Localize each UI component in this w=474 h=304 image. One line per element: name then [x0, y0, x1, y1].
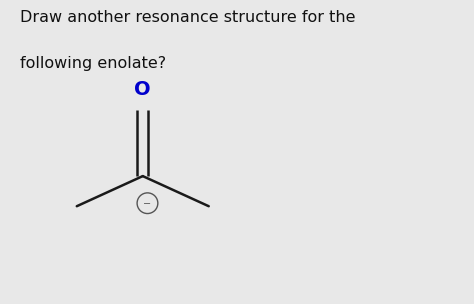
Text: following enolate?: following enolate?: [20, 56, 166, 71]
Text: Draw another resonance structure for the: Draw another resonance structure for the: [20, 10, 356, 26]
Text: −: −: [144, 199, 152, 209]
Text: O: O: [135, 80, 151, 99]
